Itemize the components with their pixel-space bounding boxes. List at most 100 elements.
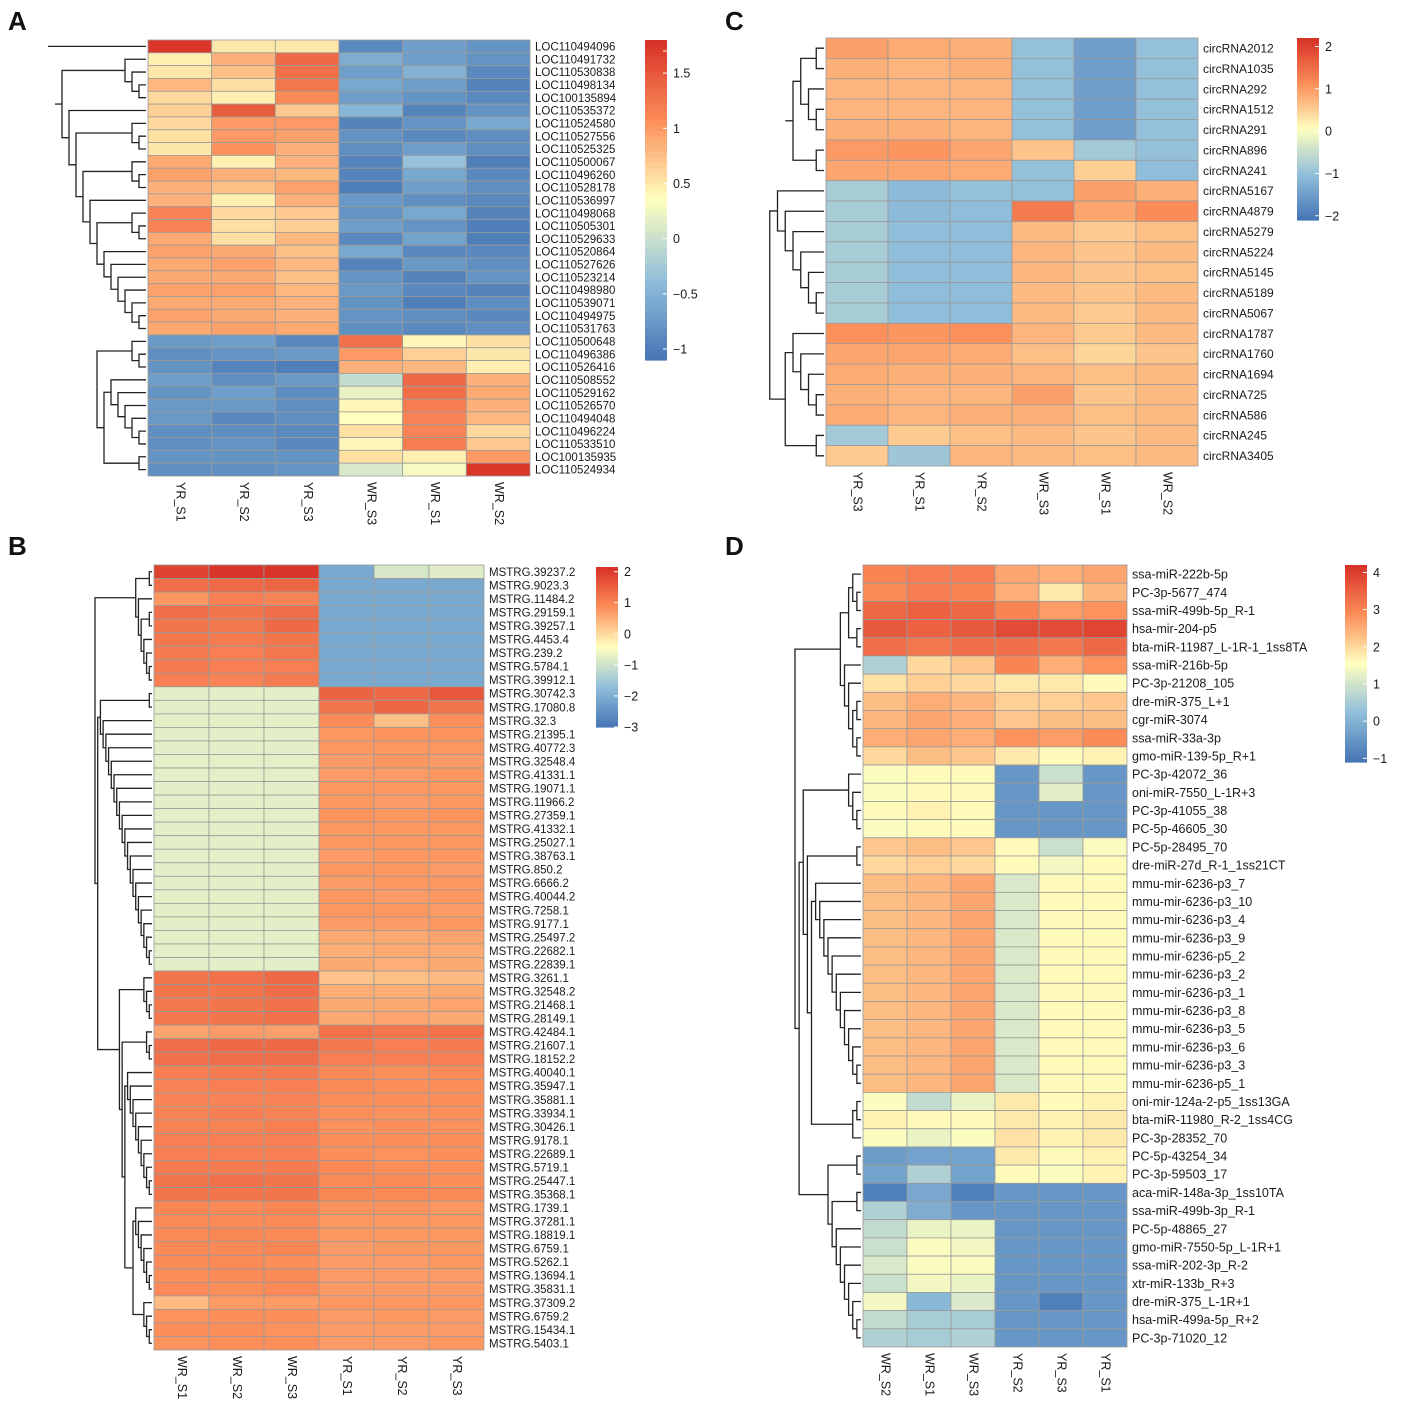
dendrogram-branch xyxy=(129,855,152,884)
heatmap-cell xyxy=(1038,1001,1084,1021)
dendrogram-branch xyxy=(148,611,152,627)
heatmap-cell xyxy=(1073,78,1137,100)
heatmap-cell xyxy=(428,781,485,796)
heatmap-cell xyxy=(318,1173,375,1188)
heatmap-cell xyxy=(147,462,213,477)
heatmap-cell xyxy=(208,686,265,701)
heatmap-cell xyxy=(338,424,404,438)
heatmap-cell xyxy=(373,1254,430,1270)
heatmap-cell xyxy=(949,159,1013,182)
heatmap-cell xyxy=(862,1292,908,1312)
heatmap-cell xyxy=(263,808,320,823)
heatmap-cell xyxy=(994,964,1040,984)
heatmap-cell xyxy=(862,910,908,930)
heatmap-cell xyxy=(338,462,404,477)
heatmap-cell xyxy=(208,1227,265,1243)
heatmap-cell xyxy=(428,1254,485,1270)
panel-c: C circRNA2012circRNA1035circRNA292circRN… xyxy=(725,6,1339,515)
row-label: MSTRG.42484.1 xyxy=(489,1027,575,1039)
row-label: MSTRG.37281.1 xyxy=(489,1217,575,1229)
heatmap-cell xyxy=(318,1160,375,1175)
row-label: LOC110539071 xyxy=(535,298,615,310)
dendrogram-branch xyxy=(843,664,861,707)
row-label: PC-3p-28352_70 xyxy=(1132,1131,1227,1145)
heatmap-cell xyxy=(373,1173,430,1188)
heatmap-cell xyxy=(1073,404,1137,426)
row-label: MSTRG.17080.8 xyxy=(489,702,575,714)
row-label: circRNA245 xyxy=(1203,429,1267,443)
heatmap-cell xyxy=(994,982,1040,1002)
colorbar-tick-label: 4 xyxy=(1373,566,1380,580)
dendrogram-branch xyxy=(137,895,152,924)
heatmap-cell xyxy=(153,1065,210,1080)
heatmap-cell xyxy=(428,1051,485,1067)
heatmap-cell xyxy=(950,710,996,730)
row-label: MSTRG.35368.1 xyxy=(489,1189,575,1201)
colorbar-segment xyxy=(1345,755,1367,760)
heatmap-cell xyxy=(147,155,213,169)
dendrogram-branch xyxy=(794,648,841,1030)
colorbar-segment xyxy=(1345,656,1367,661)
heatmap-cell xyxy=(208,970,265,985)
heatmap-cell xyxy=(862,564,908,584)
colorbar-segment xyxy=(1345,739,1367,743)
heatmap-cell xyxy=(208,1308,265,1324)
heatmap-cell xyxy=(428,1024,485,1040)
heatmap-cell xyxy=(318,943,375,958)
dendrogram-branch xyxy=(124,404,146,429)
heatmap-cell xyxy=(465,411,531,426)
heatmap-cell xyxy=(373,1227,430,1243)
heatmap-cell xyxy=(994,619,1040,639)
heatmap-cell xyxy=(263,740,320,755)
heatmap-cell xyxy=(950,1182,996,1202)
colorbar-segment xyxy=(1345,630,1367,635)
heatmap-cell xyxy=(373,1281,430,1297)
row-label: circRNA586 xyxy=(1203,408,1267,422)
dendrogram-branch xyxy=(138,353,146,368)
row-label: LOC110531763 xyxy=(535,324,615,336)
heatmap-cell xyxy=(373,1065,430,1080)
colorbar-segment xyxy=(596,593,618,597)
panel-c-letter: C xyxy=(725,6,744,36)
heatmap-cell xyxy=(428,1133,485,1148)
heatmap-cell xyxy=(153,1078,210,1094)
heatmap-cell xyxy=(1038,1237,1084,1257)
heatmap-cell xyxy=(318,835,375,850)
dendrogram-branch xyxy=(143,923,152,948)
heatmap-cell xyxy=(1082,564,1128,584)
heatmap-cell xyxy=(274,360,340,374)
heatmap-cell xyxy=(465,424,531,438)
colorbar-segment xyxy=(1297,122,1319,127)
heatmap-cell xyxy=(147,398,213,413)
heatmap-cell xyxy=(428,957,485,972)
heatmap-cell xyxy=(906,1255,952,1275)
row-label: circRNA5145 xyxy=(1203,266,1274,280)
heatmap-cell xyxy=(153,902,210,918)
heatmap-cell xyxy=(950,691,996,711)
heatmap-cell xyxy=(318,564,375,579)
row-label: mmu-mir-6236-p3_6 xyxy=(1132,1040,1245,1054)
heatmap-cell xyxy=(208,1038,265,1053)
colorbar-segment xyxy=(645,226,667,233)
heatmap-cell xyxy=(994,1182,1040,1202)
heatmap-cell xyxy=(1073,445,1137,467)
heatmap-cell xyxy=(862,637,908,657)
heatmap-cell xyxy=(994,1201,1040,1221)
colorbar-segment xyxy=(1297,162,1319,166)
heatmap-cell xyxy=(373,645,430,661)
row-label: MSTRG.5784.1 xyxy=(489,662,569,674)
heatmap-cell xyxy=(373,564,430,579)
heatmap-cell xyxy=(318,1133,375,1148)
heatmap-cell xyxy=(465,347,531,361)
heatmap-cell xyxy=(147,373,213,387)
heatmap-cell xyxy=(318,645,375,661)
heatmap-cell xyxy=(862,673,908,693)
heatmap-cell xyxy=(1135,119,1199,141)
colorbar-segment xyxy=(1297,98,1319,103)
heatmap-cell xyxy=(402,283,467,297)
heatmap-cell xyxy=(373,1322,430,1337)
heatmap-cell xyxy=(208,1119,265,1134)
colorbar-segment xyxy=(645,317,667,324)
colorbar-segment xyxy=(596,647,618,651)
heatmap-cell xyxy=(465,270,531,285)
